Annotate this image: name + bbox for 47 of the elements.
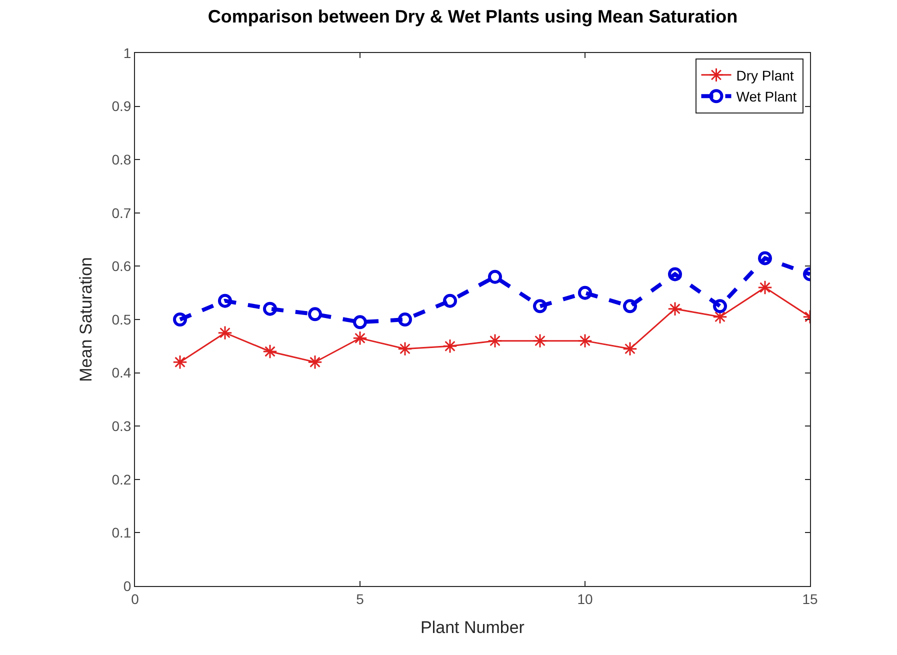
x-tick-label: 15 bbox=[802, 590, 818, 607]
point bbox=[623, 299, 637, 314]
x-tick-label: 10 bbox=[577, 590, 593, 607]
y-tick-label: 0.8 bbox=[112, 152, 132, 168]
point bbox=[533, 299, 547, 314]
point bbox=[578, 333, 592, 348]
y-tick-label: 0.6 bbox=[112, 258, 132, 274]
point bbox=[308, 307, 322, 322]
y-tick-label: 0.2 bbox=[112, 471, 132, 488]
chart-title: Comparison between Dry & Wet Plants using Mean Saturation bbox=[208, 6, 738, 26]
y-tick-label: 0.3 bbox=[112, 418, 132, 434]
y-tick-label: 0 bbox=[123, 578, 132, 594]
point bbox=[622, 341, 638, 356]
point bbox=[398, 341, 412, 356]
point bbox=[713, 299, 727, 314]
point bbox=[398, 312, 412, 326]
x-tick-label: 5 bbox=[356, 590, 364, 607]
point bbox=[263, 302, 277, 316]
point bbox=[442, 338, 458, 354]
legend-label: Wet Plant bbox=[736, 88, 797, 105]
y-tick-label: 1 bbox=[123, 44, 132, 61]
y-tick-label: 0.4 bbox=[112, 364, 132, 381]
x-axis-title: Plant Number bbox=[420, 618, 525, 638]
y-tick-label: 0.7 bbox=[112, 204, 132, 221]
point bbox=[668, 267, 682, 282]
y-tick-label: 0.5 bbox=[112, 311, 132, 328]
point bbox=[218, 294, 232, 308]
point bbox=[173, 312, 187, 326]
point bbox=[712, 309, 728, 324]
legend-label: Dry Plant bbox=[736, 67, 794, 84]
y-tick-label: 0.1 bbox=[112, 524, 132, 541]
point bbox=[352, 330, 368, 346]
point bbox=[262, 344, 278, 359]
point bbox=[308, 354, 322, 370]
point bbox=[353, 315, 367, 330]
point bbox=[578, 286, 592, 300]
point bbox=[488, 333, 502, 348]
point bbox=[758, 251, 772, 266]
point bbox=[172, 354, 188, 370]
point bbox=[218, 325, 232, 340]
point bbox=[443, 294, 457, 308]
point bbox=[758, 280, 772, 295]
point bbox=[668, 301, 682, 316]
y-axis-title: Mean Saturation bbox=[76, 257, 96, 382]
y-tick-label: 0.9 bbox=[112, 98, 132, 114]
point bbox=[532, 333, 548, 348]
point bbox=[488, 270, 502, 284]
